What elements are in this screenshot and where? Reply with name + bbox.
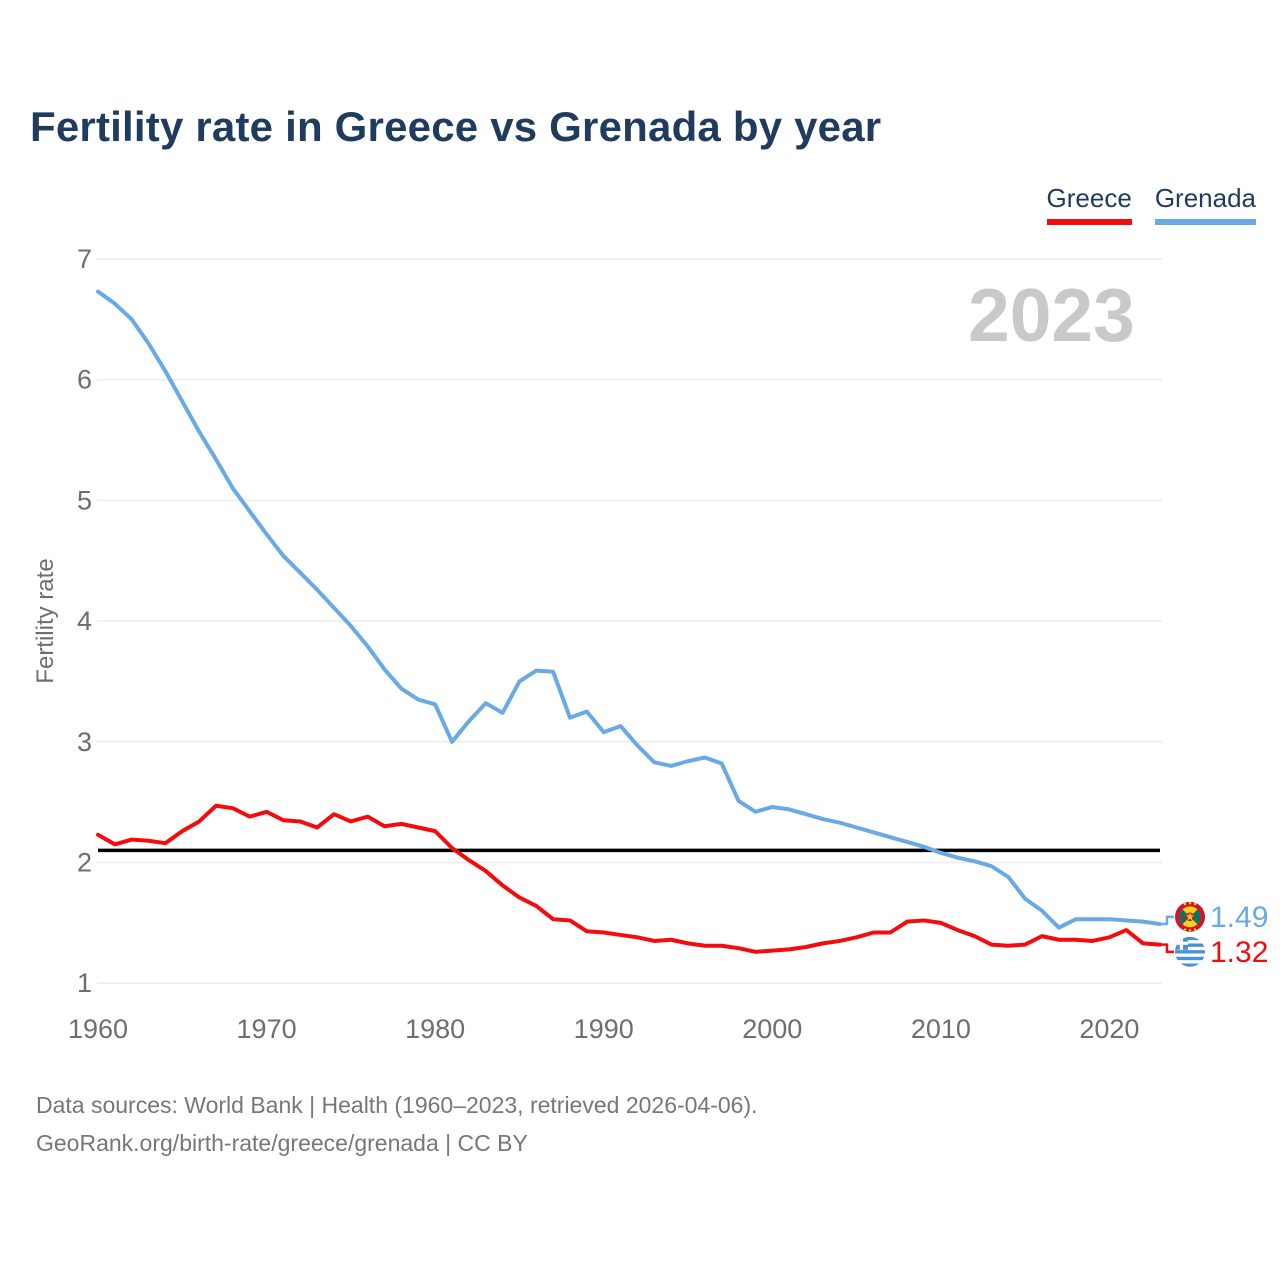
legend-item-grenada[interactable]: Grenada xyxy=(1154,183,1256,225)
grenada-flag-icon xyxy=(1175,901,1205,932)
y-tick-label: 5 xyxy=(77,485,92,515)
grenada-line[interactable] xyxy=(96,289,1162,930)
legend-label-grenada: Grenada xyxy=(1154,183,1256,213)
y-tick-label: 6 xyxy=(77,365,92,395)
y-tick-label: 7 xyxy=(77,244,92,274)
end-connector xyxy=(1160,943,1174,954)
chart-title: Fertility rate in Greece vs Grenada by y… xyxy=(30,103,882,150)
legend-label-greece: Greece xyxy=(1046,183,1132,213)
x-tick-label: 1960 xyxy=(68,1014,128,1044)
greece-line[interactable] xyxy=(96,803,1162,954)
footer-line-2: GeoRank.org/birth-rate/greece/grenada | … xyxy=(36,1130,528,1156)
end-connector xyxy=(1160,915,1174,926)
x-tick-label: 1980 xyxy=(405,1014,465,1044)
greece-flag-icon xyxy=(1175,936,1205,967)
y-tick-label: 3 xyxy=(77,727,92,757)
y-tick-label: 1 xyxy=(77,968,92,998)
footer: Data sources: World Bank | Health (1960–… xyxy=(36,1086,758,1162)
y-tick-label: 4 xyxy=(77,606,92,636)
footer-line-1: Data sources: World Bank | Health (1960–… xyxy=(36,1092,758,1118)
legend-item-greece[interactable]: Greece xyxy=(1046,183,1132,225)
x-tick-label: 1970 xyxy=(237,1014,297,1044)
x-tick-label: 2020 xyxy=(1079,1014,1139,1044)
y-tick-label: 2 xyxy=(77,848,92,878)
x-tick-label: 1990 xyxy=(574,1014,634,1044)
x-tick-label: 2000 xyxy=(742,1014,802,1044)
legend: Greece Grenada xyxy=(1046,183,1256,225)
end-value-label: 1.49 xyxy=(1210,901,1268,934)
end-value-label: 1.32 xyxy=(1210,936,1268,969)
x-tick-label: 2010 xyxy=(911,1014,971,1044)
year-watermark: 2023 xyxy=(968,273,1135,357)
